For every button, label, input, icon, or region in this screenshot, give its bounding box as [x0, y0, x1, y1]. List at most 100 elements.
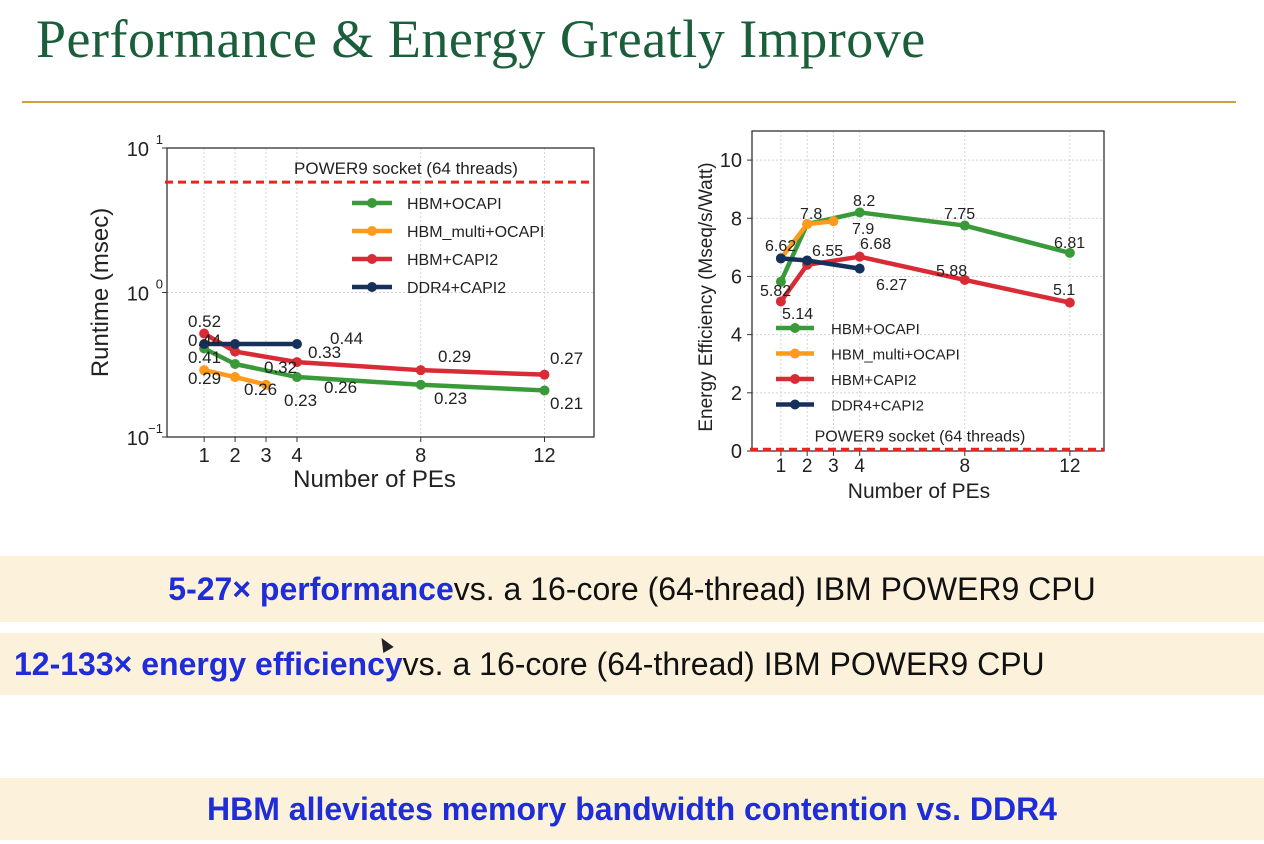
legend-marker: [367, 254, 377, 264]
data-label: 0.29: [188, 369, 221, 388]
x-tick-label: 3: [828, 456, 839, 477]
baseline-label: POWER9 socket (64 threads): [815, 429, 1026, 446]
legend-marker: [367, 282, 377, 292]
data-point: [802, 219, 813, 230]
data-label: 7.8: [800, 206, 822, 223]
data-point: [199, 328, 210, 339]
data-label: 0.21: [550, 394, 583, 413]
energy-summary-band: 12-133× energy efficiency vs. a 16-core …: [0, 633, 1264, 695]
data-label: 5.1: [1053, 282, 1075, 299]
data-point: [415, 379, 426, 390]
y-tick-label: 4: [731, 325, 742, 347]
legend-marker: [790, 374, 800, 384]
legend-entry: HBM+CAPI2: [407, 252, 498, 269]
x-tick-label: 4: [854, 456, 865, 477]
x-tick-label: 3: [260, 445, 271, 467]
x-tick-label: 2: [802, 456, 813, 477]
data-point: [291, 357, 302, 368]
data-point: [775, 296, 786, 307]
data-label: 6.68: [860, 236, 891, 253]
data-point: [230, 372, 241, 383]
legend-entry: HBM+OCAPI: [831, 321, 920, 338]
data-label: 7.75: [944, 206, 975, 223]
data-label: 0.23: [434, 389, 467, 408]
data-label: 0.32: [264, 358, 297, 377]
data-point: [261, 379, 272, 390]
slide-title: Performance & Energy Greatly Improve: [36, 9, 926, 69]
legend-entry: DDR4+CAPI2: [407, 280, 506, 297]
data-point: [959, 220, 970, 231]
data-label: 0.33: [308, 343, 341, 362]
legend-marker: [790, 399, 800, 410]
energy-comparison: vs. a 16-core (64-thread) IBM POWER9 CPU: [402, 645, 1045, 682]
data-point: [775, 253, 786, 264]
x-tick-label: 8: [959, 456, 970, 477]
y-tick-exponent: 1: [156, 132, 163, 147]
data-point: [854, 207, 865, 218]
y-tick-label: 0: [731, 441, 742, 463]
data-point: [199, 339, 210, 350]
data-point: [230, 359, 241, 370]
performance-summary-band: 5-27× performance vs. a 16-core (64-thre…: [0, 556, 1264, 622]
y-tick-label: 8: [731, 208, 742, 230]
x-axis-label: Number of PEs: [848, 480, 990, 503]
data-label: 5.88: [936, 263, 967, 280]
data-point: [1064, 297, 1075, 308]
data-label: 0.23: [284, 391, 317, 410]
x-tick-label: 8: [415, 445, 426, 467]
data-label: 0.41: [188, 348, 221, 367]
data-point: [230, 339, 241, 350]
y-tick-exponent: 0: [156, 277, 163, 292]
data-label: 0.29: [438, 347, 471, 366]
legend-entry: DDR4+CAPI2: [831, 398, 924, 415]
data-label: 7.9: [852, 221, 874, 238]
y-tick-label: 6: [731, 266, 742, 288]
data-point: [828, 216, 839, 227]
y-tick-label: 10: [127, 284, 149, 306]
data-point: [291, 372, 302, 383]
data-point: [199, 365, 210, 376]
data-label: 0.44: [330, 329, 363, 348]
data-point: [415, 365, 426, 376]
data-label: 6.81: [1054, 235, 1085, 252]
data-label: 0.44: [188, 331, 221, 350]
data-label: 0.27: [550, 349, 583, 368]
data-label: 8.2: [853, 193, 875, 210]
x-axis-label: Number of PEs: [293, 466, 456, 493]
baseline-label: POWER9 socket (64 threads): [294, 159, 518, 178]
data-point: [802, 255, 813, 266]
legend-marker: [367, 198, 377, 208]
data-point: [959, 274, 970, 285]
y-axis-label: Runtime (msec): [87, 208, 114, 377]
y-tick-label: 10: [127, 139, 149, 161]
legend-entry: HBM+OCAPI: [407, 196, 502, 213]
memory-highlight: HBM alleviates memory bandwidth contenti…: [207, 790, 1057, 827]
y-axis-label: Energy Efficiency (Mseq/s/Watt): [696, 162, 717, 431]
data-label: 0.52: [188, 312, 221, 331]
x-tick-label: 1: [776, 456, 787, 477]
data-label: 6.62: [765, 238, 796, 255]
data-label: 6.55: [812, 243, 843, 260]
legend-marker: [790, 348, 800, 359]
x-tick-label: 4: [291, 445, 302, 467]
title-divider: [22, 101, 1236, 103]
legend-marker: [367, 226, 377, 236]
performance-comparison: vs. a 16-core (64-thread) IBM POWER9 CPU: [453, 570, 1096, 607]
x-tick-label: 12: [1059, 456, 1080, 477]
x-tick-label: 12: [533, 445, 555, 467]
x-tick-label: 1: [199, 445, 210, 467]
memory-summary-band: HBM alleviates memory bandwidth contenti…: [0, 778, 1264, 840]
data-label: 0.26: [244, 380, 277, 399]
legend-entry: HBM+CAPI2: [831, 372, 916, 389]
data-point: [854, 251, 865, 262]
energy-highlight: 12-133× energy efficiency: [14, 645, 403, 682]
performance-highlight: 5-27× performance: [168, 570, 454, 607]
data-label: 5.82: [760, 283, 791, 300]
legend-entry: HBM_multi+OCAPI: [407, 224, 544, 241]
data-point: [539, 385, 550, 396]
y-tick-label: 10: [720, 150, 742, 172]
data-point: [539, 369, 550, 380]
x-tick-label: 2: [230, 445, 241, 467]
